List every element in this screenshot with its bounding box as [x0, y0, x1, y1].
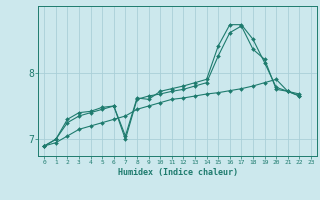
- X-axis label: Humidex (Indice chaleur): Humidex (Indice chaleur): [118, 168, 238, 177]
